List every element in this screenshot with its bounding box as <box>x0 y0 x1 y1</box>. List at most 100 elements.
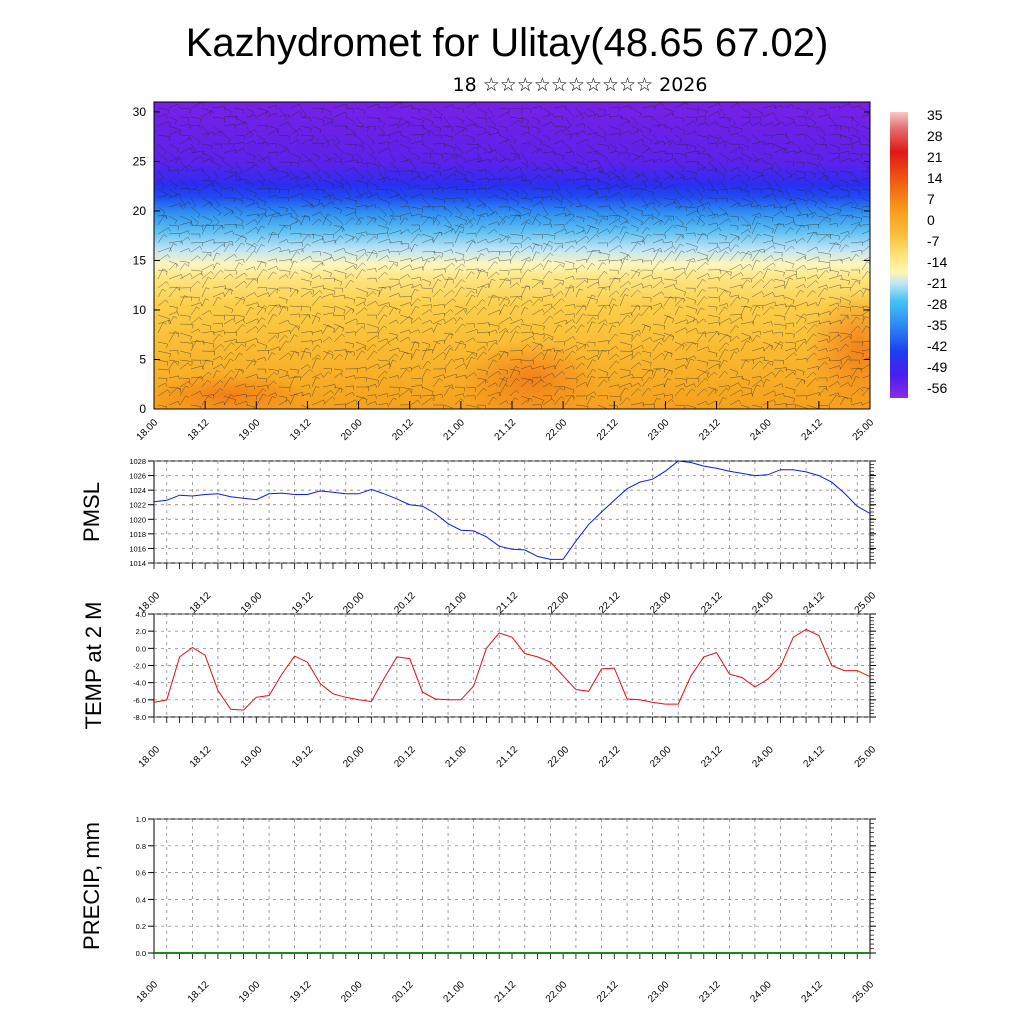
wind-barb-flag <box>409 316 413 320</box>
wind-barb-flag <box>737 236 740 241</box>
wind-barb <box>410 140 423 145</box>
wind-barb-flag <box>210 220 213 225</box>
x-tick-label: 19.00 <box>237 979 263 1005</box>
wind-barb-flag <box>441 393 443 398</box>
wind-barb-flag <box>235 149 237 154</box>
wind-barb-flag <box>375 186 378 191</box>
wind-barb-flag <box>169 353 171 358</box>
wind-barb <box>476 322 489 325</box>
x-tick-label: 19.00 <box>237 417 263 443</box>
wind-barb <box>300 369 311 379</box>
wind-barb <box>432 251 443 254</box>
wind-barb <box>377 147 389 154</box>
wind-barb <box>685 232 695 235</box>
wind-barb-flag <box>562 371 565 375</box>
wind-barb <box>509 197 519 203</box>
wind-barb-flag <box>167 389 171 394</box>
wind-barb <box>762 215 774 218</box>
wind-barb-flag <box>642 259 644 264</box>
wind-barb <box>190 246 200 253</box>
temp-panel: -8.0-6.0-4.0-2.00.02.04.018.00 18.12 19.00… <box>81 602 878 770</box>
wind-barb-flag <box>253 278 258 282</box>
wind-barb-flag <box>275 105 278 110</box>
wind-barb-flag <box>491 212 495 216</box>
wind-barb-flag <box>542 309 545 313</box>
wind-barb <box>256 214 265 226</box>
wind-barb <box>619 105 630 109</box>
wind-barb-flag <box>561 139 565 144</box>
wind-barb <box>575 111 585 118</box>
wind-barb-flag <box>336 141 340 145</box>
wind-barb-flag <box>239 212 243 216</box>
wind-barb-flag <box>572 213 575 218</box>
wind-barb-flag <box>429 282 432 287</box>
warm-anomaly <box>460 340 600 409</box>
wind-barb-flag <box>396 319 399 324</box>
wind-barb <box>377 338 388 343</box>
wind-barb <box>531 376 541 379</box>
wind-barb-flag <box>772 292 775 297</box>
wind-barb-flag <box>244 383 247 388</box>
wind-barb-flag <box>513 140 517 144</box>
wind-barb-flag <box>352 236 354 241</box>
wind-barb-flag <box>750 254 752 259</box>
wind-barb <box>157 281 167 289</box>
wind-barb <box>421 174 432 181</box>
wind-barb <box>410 107 421 110</box>
wind-barb-flag <box>353 385 355 390</box>
wind-barb <box>740 404 750 408</box>
wind-barb <box>333 170 344 179</box>
wind-barb <box>300 384 310 388</box>
wind-barb <box>762 161 774 165</box>
wind-barb <box>520 344 528 352</box>
wind-barb <box>619 251 629 255</box>
wind-barb <box>685 358 691 370</box>
wind-barb-flag <box>612 325 616 328</box>
wind-barb <box>410 266 423 271</box>
wind-barb-flag <box>519 167 522 171</box>
wind-barb <box>828 156 839 163</box>
wind-barb <box>498 158 509 163</box>
wind-barb <box>707 331 719 334</box>
wind-barb <box>861 375 870 379</box>
wind-barb-flag <box>526 285 530 288</box>
wind-barb-flag <box>829 311 831 316</box>
wind-barb <box>388 397 394 406</box>
wind-barb <box>586 296 598 300</box>
wind-barb <box>256 212 266 217</box>
wind-barb <box>564 260 575 264</box>
wind-barb <box>289 215 298 220</box>
wind-barb-flag <box>626 288 630 291</box>
wind-barb-flag <box>218 166 221 170</box>
wind-barb <box>157 234 164 244</box>
wind-barb-flag <box>327 160 331 164</box>
wind-barb <box>542 143 555 150</box>
wind-barb <box>850 280 857 289</box>
wind-barb-flag <box>750 336 753 341</box>
wind-barb-flag <box>339 354 343 358</box>
wind-barb <box>168 401 179 406</box>
wind-barb <box>311 312 318 325</box>
wind-barb-flag <box>256 338 259 343</box>
wind-barb <box>234 352 240 361</box>
wind-barb <box>663 378 668 388</box>
wind-barb-flag <box>238 262 243 265</box>
wind-barb <box>861 401 870 406</box>
wind-barb-flag <box>495 211 498 215</box>
wind-barb <box>410 384 422 388</box>
colorbar-label: -49 <box>927 359 947 375</box>
wind-barb <box>454 206 463 215</box>
wind-barb-flag <box>617 236 620 240</box>
wind-barb <box>861 386 870 390</box>
x-tick-label: 21.12 <box>493 979 519 1005</box>
wind-barb-flag <box>839 106 841 111</box>
wind-barb-flag <box>353 265 356 270</box>
wind-barb <box>366 143 375 153</box>
wind-barb <box>256 384 268 388</box>
wind-barb-flag <box>603 306 607 309</box>
wind-barb <box>784 269 797 272</box>
wind-barb <box>806 320 820 325</box>
wind-barb <box>223 287 233 291</box>
wind-barb-flag <box>615 225 619 229</box>
wind-barb-flag <box>396 337 399 341</box>
